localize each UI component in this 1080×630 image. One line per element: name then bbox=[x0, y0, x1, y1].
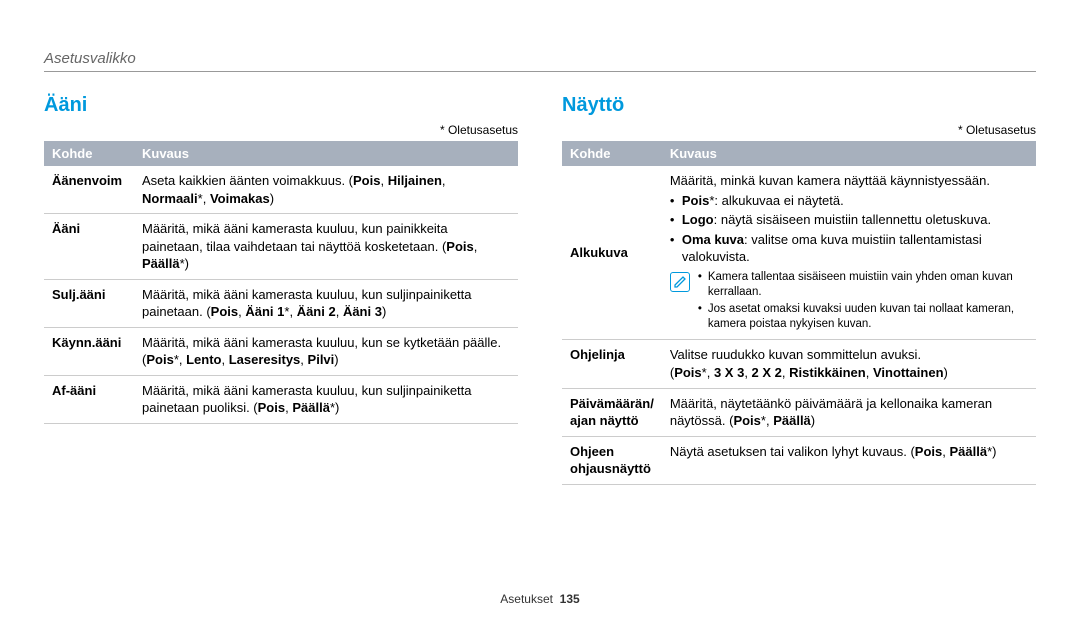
section-title-aani: Ääni bbox=[44, 94, 518, 117]
table-row: Ohjeenohjausnäyttö Näytä asetuksen tai v… bbox=[562, 436, 1036, 484]
row-desc: Määritä, minkä kuvan kamera näyttää käyn… bbox=[662, 166, 1036, 340]
table-row: Käynn.ääni Määritä, mikä ääni kamerasta … bbox=[44, 327, 518, 375]
row-desc: Aseta kaikkien äänten voimakkuus. (Pois,… bbox=[134, 166, 518, 214]
row-label: Af-ääni bbox=[44, 375, 134, 423]
table-row: Alkukuva Määritä, minkä kuvan kamera näy… bbox=[562, 166, 1036, 340]
col-kuvaus: Kuvaus bbox=[134, 141, 518, 166]
page-footer: Asetukset 135 bbox=[0, 592, 1080, 606]
footer-section: Asetukset bbox=[500, 592, 553, 606]
table-row: Äänenvoim Aseta kaikkien äänten voimakku… bbox=[44, 166, 518, 214]
row-desc: Määritä, mikä ääni kamerasta kuuluu, kun… bbox=[134, 375, 518, 423]
row-desc: Näytä asetuksen tai valikon lyhyt kuvaus… bbox=[662, 436, 1036, 484]
row-desc: Määritä, mikä ääni kamerasta kuuluu, kun… bbox=[134, 214, 518, 280]
divider bbox=[44, 71, 1036, 72]
list-item: Pois*: alkukuvaa ei näytetä. bbox=[670, 192, 1028, 210]
note-item: Jos asetat omaksi kuvaksi uuden kuvan ta… bbox=[698, 302, 1028, 332]
alkukuva-intro: Määritä, minkä kuvan kamera näyttää käyn… bbox=[670, 172, 1028, 190]
page-number: 135 bbox=[560, 592, 580, 606]
row-desc: Määritä, mikä ääni kamerasta kuuluu, kun… bbox=[134, 327, 518, 375]
col-kuvaus: Kuvaus bbox=[662, 141, 1036, 166]
row-label: Ääni bbox=[44, 214, 134, 280]
table-row: Ääni Määritä, mikä ääni kamerasta kuuluu… bbox=[44, 214, 518, 280]
default-note-right: * Oletusasetus bbox=[562, 123, 1036, 137]
section-title-naytto: Näyttö bbox=[562, 94, 1036, 117]
row-desc: Määritä, mikä ääni kamerasta kuuluu, kun… bbox=[134, 279, 518, 327]
default-note-left: * Oletusasetus bbox=[44, 123, 518, 137]
breadcrumb: Asetusvalikko bbox=[44, 50, 1036, 67]
table-row: Af-ääni Määritä, mikä ääni kamerasta kuu… bbox=[44, 375, 518, 423]
note-icon bbox=[670, 272, 690, 292]
list-item: Oma kuva: valitse oma kuva muistiin tall… bbox=[670, 231, 1028, 266]
col-kohde: Kohde bbox=[44, 141, 134, 166]
row-label: Ohjeenohjausnäyttö bbox=[562, 436, 662, 484]
col-kohde: Kohde bbox=[562, 141, 662, 166]
alkukuva-bullets: Pois*: alkukuvaa ei näytetä. Logo: näytä… bbox=[670, 192, 1028, 266]
table-row: Sulj.ääni Määritä, mikä ääni kamerasta k… bbox=[44, 279, 518, 327]
row-label: Äänenvoim bbox=[44, 166, 134, 214]
right-column: Näyttö * Oletusasetus Kohde Kuvaus Alkuk… bbox=[562, 94, 1036, 485]
table-row: Ohjelinja Valitse ruudukko kuvan sommitt… bbox=[562, 340, 1036, 388]
table-row: Päivämäärän/ajan näyttö Määritä, näytetä… bbox=[562, 388, 1036, 436]
row-label: Käynn.ääni bbox=[44, 327, 134, 375]
row-desc: Valitse ruudukko kuvan sommittelun avuks… bbox=[662, 340, 1036, 388]
note-list: Kamera tallentaa sisäiseen muistiin vain… bbox=[698, 270, 1028, 334]
sound-table: Kohde Kuvaus Äänenvoim Aseta kaikkien ää… bbox=[44, 141, 518, 424]
row-label: Ohjelinja bbox=[562, 340, 662, 388]
note-item: Kamera tallentaa sisäiseen muistiin vain… bbox=[698, 270, 1028, 300]
display-table: Kohde Kuvaus Alkukuva Määritä, minkä kuv… bbox=[562, 141, 1036, 485]
row-label: Sulj.ääni bbox=[44, 279, 134, 327]
list-item: Logo: näytä sisäiseen muistiin tallennet… bbox=[670, 211, 1028, 229]
row-label: Alkukuva bbox=[562, 166, 662, 340]
left-column: Ääni * Oletusasetus Kohde Kuvaus Äänenvo… bbox=[44, 94, 518, 485]
row-label: Päivämäärän/ajan näyttö bbox=[562, 388, 662, 436]
row-desc: Määritä, näytetäänkö päivämäärä ja kello… bbox=[662, 388, 1036, 436]
